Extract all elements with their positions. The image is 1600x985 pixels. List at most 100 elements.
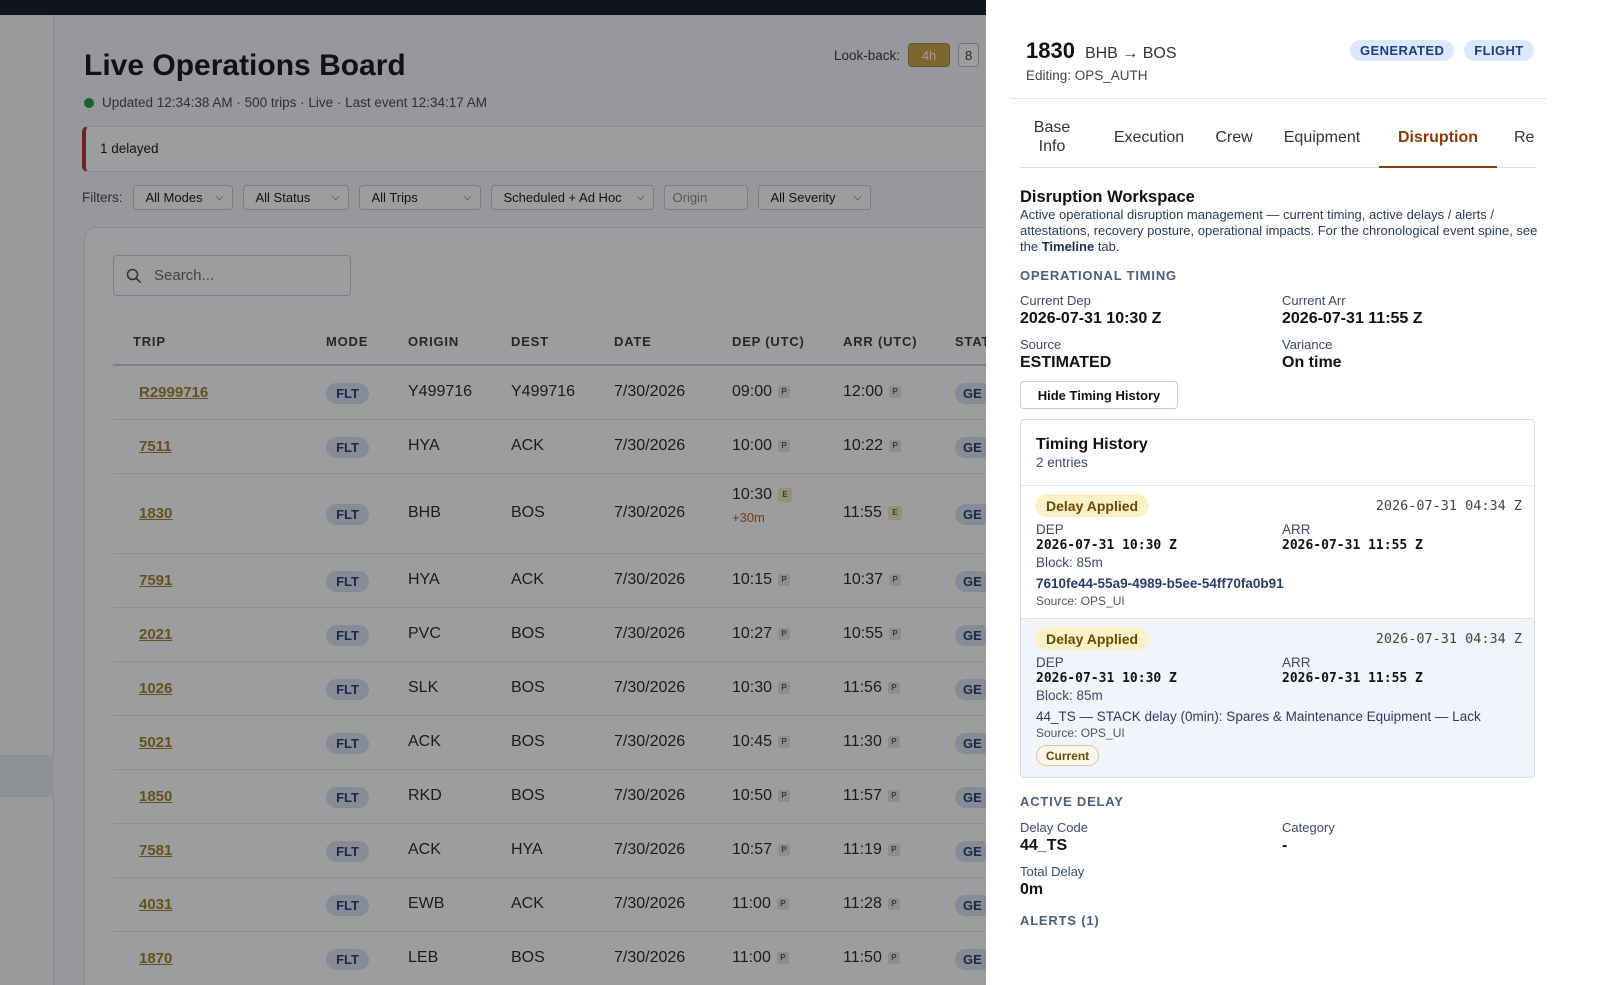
- trip-link[interactable]: 7591: [139, 572, 173, 589]
- tab-execution[interactable]: Execution: [1113, 129, 1185, 146]
- status-filter-select[interactable]: All Status ⌵: [242, 185, 349, 210]
- date-cell: 7/30/2026: [614, 504, 686, 521]
- trip-link[interactable]: 1830: [139, 505, 173, 522]
- table-row[interactable]: 7581 FLT ACK HYA 7/30/2026 10:57 P 11:19 P GE: [113, 824, 1073, 878]
- alerts-heading[interactable]: ALERTS (1): [1020, 913, 1100, 928]
- left-rail-selected-item[interactable]: [0, 755, 54, 797]
- severity-filter-select[interactable]: All Severity ⌵: [757, 185, 871, 210]
- arr-time: 11:30: [843, 733, 882, 750]
- trips-filter-select[interactable]: All Trips ⌵: [358, 185, 481, 210]
- mode-cell: FLT: [326, 787, 369, 808]
- lookback-4h-button[interactable]: 4h: [908, 43, 951, 67]
- dep-cell: 09:00 P: [732, 383, 791, 401]
- search-input[interactable]: Search...: [113, 255, 351, 296]
- timeline-tab-link[interactable]: Timeline: [1041, 239, 1095, 254]
- tab-base-info[interactable]: Base Info: [1020, 118, 1084, 168]
- filters-label: Filters:: [82, 190, 123, 205]
- lookback-8h-button[interactable]: 8: [958, 43, 980, 67]
- table-row[interactable]: 1026 FLT SLK BOS 7/30/2026 10:30 P 11:56 P GE: [113, 662, 1073, 716]
- table-row[interactable]: R2999716 FLT Y499716 Y499716 7/30/2026 09:00 P…: [113, 366, 1073, 420]
- status-badge: GE: [955, 504, 993, 525]
- timing-history-count: 2 entries: [1036, 455, 1088, 470]
- trip-link[interactable]: 4031: [139, 896, 173, 913]
- tab-disruption[interactable]: Disruption: [1379, 118, 1497, 168]
- col-origin[interactable]: ORIGIN: [408, 334, 460, 349]
- mode-cell: FLT: [326, 679, 369, 700]
- arr-source-flag: P: [887, 735, 900, 748]
- dep-cell: 10:27 P: [732, 625, 791, 643]
- entry-block: Block: 85m: [1036, 555, 1103, 570]
- category-label: Category: [1282, 820, 1335, 835]
- entry-dep-label: DEP: [1036, 655, 1064, 670]
- trip-link[interactable]: R2999716: [139, 384, 209, 401]
- arr-time: 10:22: [843, 437, 884, 454]
- mode-cell: FLT: [326, 733, 369, 754]
- dep-time: 11:00: [732, 949, 771, 966]
- arr-source-flag: P: [887, 897, 900, 910]
- schedule-filter-select[interactable]: Scheduled + Ad Hoc ⌵: [490, 185, 654, 210]
- arr-time: 11:55: [843, 504, 882, 521]
- mode-filter-select[interactable]: All Modes ⌵: [132, 185, 233, 210]
- date-cell: 7/30/2026: [614, 841, 686, 858]
- trip-link[interactable]: 7511: [139, 438, 172, 455]
- table-row[interactable]: 7591 FLT HYA ACK 7/30/2026 10:15 P 10:37 P GE: [113, 554, 1073, 608]
- chevron-down-icon: ⌵: [331, 192, 340, 203]
- table-row[interactable]: 4031 FLT EWB ACK 7/30/2026 11:00 P 11:28 P GE: [113, 878, 1073, 932]
- trip-link[interactable]: 5021: [139, 734, 173, 751]
- status-cell: GE: [955, 504, 993, 525]
- tab-re[interactable]: Re: [1514, 129, 1535, 146]
- table-row[interactable]: 2021 FLT PVC BOS 7/30/2026 10:27 P 10:55 P GE: [113, 608, 1073, 662]
- mode-badge: FLT: [326, 733, 369, 754]
- main-area: Live Operations Board Updated 12:34:38 A…: [54, 15, 1073, 985]
- search-placeholder: Search...: [154, 267, 215, 284]
- trip-link[interactable]: 7581: [139, 842, 173, 859]
- col-status[interactable]: STAT: [955, 334, 991, 349]
- hide-timing-history-button[interactable]: Hide Timing History: [1020, 381, 1178, 409]
- status-badge: GE: [955, 787, 993, 808]
- panel-tabs: Base Info Execution Crew Equipment Disrup…: [1020, 118, 1536, 168]
- col-mode[interactable]: MODE: [326, 334, 369, 349]
- dep-time: 10:50: [732, 787, 773, 804]
- origin-filter-input[interactable]: Origin: [663, 185, 748, 210]
- col-date[interactable]: DATE: [614, 334, 652, 349]
- table-row[interactable]: 1830 FLT BHB BOS 7/30/2026 10:30 E +30m 11:55 E GE: [113, 474, 1073, 554]
- origin-cell: LEB: [408, 949, 439, 966]
- flight-badge: FLIGHT: [1464, 40, 1534, 61]
- dep-cell: 10:45 P: [732, 733, 791, 751]
- trips-card: Search... TRIP MODE ORIGIN DEST DATE DEP…: [84, 227, 1073, 985]
- status-badge: GE: [955, 571, 993, 592]
- table-row[interactable]: 1850 FLT RKD BOS 7/30/2026 10:50 P 11:57 P GE: [113, 770, 1073, 824]
- table-row[interactable]: 1870 FLT LEB BOS 7/30/2026 11:00 P 11:50 P GE: [113, 932, 1073, 985]
- filter-bar: Filters: All Modes ⌵ All Status ⌵ All Trip…: [82, 185, 871, 210]
- trip-link[interactable]: 1850: [139, 788, 173, 805]
- table-row[interactable]: 5021 FLT ACK BOS 7/30/2026 10:45 P 11:30 P GE: [113, 716, 1073, 770]
- chevron-down-icon: ⌵: [636, 192, 645, 203]
- mode-cell: FLT: [326, 504, 369, 525]
- status-cell: GE: [955, 949, 993, 970]
- entry-timestamp: 2026-07-31 04:34 Z: [1375, 631, 1522, 647]
- arr-cell: 12:00 P: [843, 383, 902, 401]
- tab-crew[interactable]: Crew: [1215, 129, 1253, 146]
- dep-cell: 10:00 P: [732, 437, 791, 455]
- lookback-group: Look-back: 4h 8: [834, 43, 980, 67]
- trip-link[interactable]: 1026: [139, 680, 173, 697]
- header-divider: [1010, 98, 1546, 99]
- tab-equipment[interactable]: Equipment: [1283, 129, 1361, 146]
- delay-alert-banner[interactable]: 1 delayed: [82, 126, 1042, 172]
- trip-link[interactable]: 2021: [139, 626, 173, 643]
- current-arr-value: 2026-07-31 11:55 Z: [1282, 310, 1423, 327]
- trip-link[interactable]: 1870: [139, 950, 173, 967]
- dep-source-flag: P: [778, 789, 791, 802]
- modal-backdrop[interactable]: [0, 0, 986, 985]
- dep-cell: 10:30 P: [732, 679, 791, 697]
- col-dest[interactable]: DEST: [511, 334, 549, 349]
- table-row[interactable]: 7511 FLT HYA ACK 7/30/2026 10:00 P 10:22 P GE: [113, 420, 1073, 474]
- col-arr[interactable]: ARR (UTC): [843, 334, 918, 349]
- col-dep[interactable]: DEP (UTC): [732, 334, 805, 349]
- mode-badge: FLT: [326, 679, 369, 700]
- arr-source-flag: P: [889, 627, 902, 640]
- arr-time: 11:56: [843, 679, 882, 696]
- dep-cell: 10:50 P: [732, 787, 791, 805]
- col-trip[interactable]: TRIP: [133, 334, 166, 349]
- timing-history-card: Timing History 2 entries Delay Applied 2…: [1020, 419, 1535, 778]
